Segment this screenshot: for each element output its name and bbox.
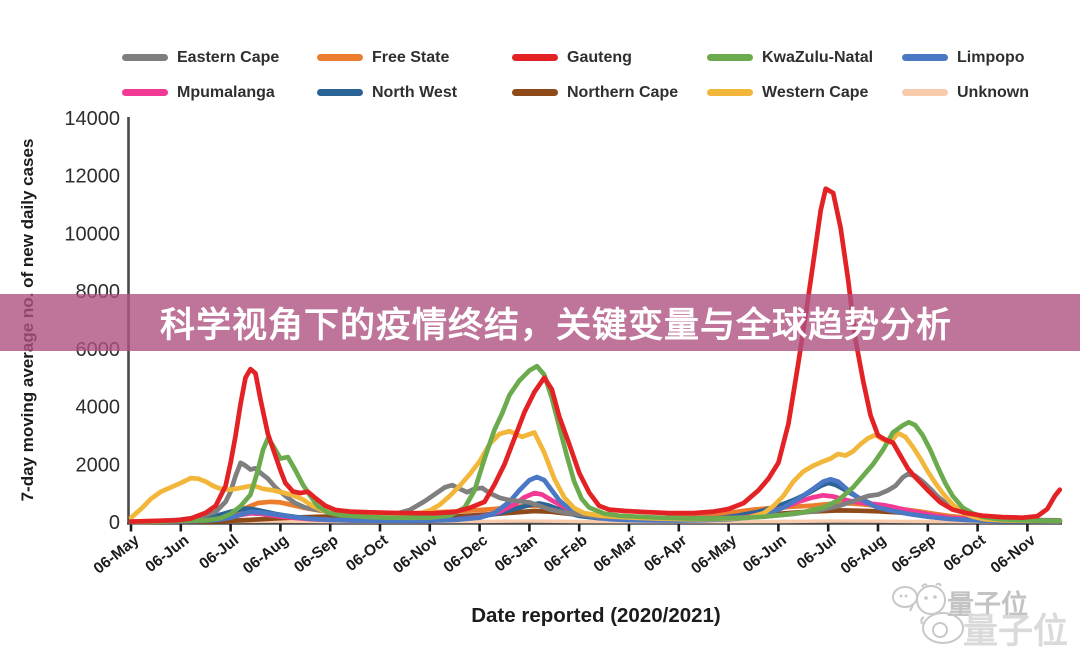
qbitai-mascot-icon xyxy=(892,582,964,644)
legend-label: Eastern Cape xyxy=(177,48,280,66)
legend-label: Unknown xyxy=(957,83,1029,101)
x-tick-label: 06-Aug xyxy=(838,532,890,578)
watermark-text-large: 量子位 xyxy=(963,612,1069,651)
legend-item-kwazulu-natal: KwaZulu-Natal xyxy=(707,49,902,67)
legend-swatch xyxy=(512,89,558,96)
series-line-kwazulu-natal xyxy=(128,363,1063,525)
x-tick-label: 06-Apr xyxy=(641,532,690,576)
qbitai-watermark: 量子位 量子位 xyxy=(889,579,1074,651)
y-tick-label: 4000 xyxy=(76,397,121,419)
legend-swatch xyxy=(707,54,753,61)
x-tick-label: 06-May xyxy=(688,532,740,578)
legend-swatch xyxy=(902,54,948,61)
x-tick-label: 06-Nov xyxy=(988,532,1039,577)
x-tick-label: 06-Sep xyxy=(889,532,940,577)
x-tick-label: 06-Nov xyxy=(390,532,441,577)
legend-item-limpopo: Limpopo xyxy=(902,49,1025,67)
y-tick-label: 10000 xyxy=(64,223,120,245)
legend-swatch xyxy=(122,89,168,96)
legend-swatch xyxy=(512,54,558,61)
x-tick-label: 06-Jul xyxy=(196,532,242,573)
y-tick-label: 12000 xyxy=(64,166,120,188)
legend-label: North West xyxy=(372,83,458,101)
legend-row-2: Mpumalanga North West Northern Cape Western… xyxy=(122,75,1052,110)
x-tick-label: 06-Jun xyxy=(142,532,192,576)
chart-legend: Eastern Cape Free State Gauteng KwaZulu-Nat… xyxy=(122,40,1052,110)
watermark-text-small: 量子位 xyxy=(947,590,1028,620)
legend-label: KwaZulu-Natal xyxy=(762,48,874,66)
legend-swatch xyxy=(317,54,363,61)
x-tick-label: 06-Oct xyxy=(941,532,989,575)
legend-label: Gauteng xyxy=(567,48,632,66)
series-line-western-cape xyxy=(128,428,1063,524)
x-tick-label: 06-Feb xyxy=(541,532,591,576)
legend-item-western-cape: Western Cape xyxy=(707,84,902,102)
legend-label: Northern Cape xyxy=(567,83,679,101)
legend-swatch xyxy=(902,89,948,96)
legend-label: Limpopo xyxy=(957,48,1025,66)
legend-label: Western Cape xyxy=(762,83,869,101)
x-tick-label: 06-May xyxy=(91,532,143,578)
x-tick-label: 06-Jul xyxy=(794,532,840,573)
legend-item-north-west: North West xyxy=(317,84,512,102)
series-line-unknown xyxy=(129,519,1062,524)
x-axis-title: Date reported (2020/2021) xyxy=(471,604,721,627)
legend-item-mpumalanga: Mpumalanga xyxy=(122,84,317,102)
headline-banner: 科学视角下的疫情终结，关键变量与全球趋势分析 xyxy=(0,294,1080,351)
legend-swatch xyxy=(707,89,753,96)
headline-text: 科学视角下的疫情终结，关键变量与全球趋势分析 xyxy=(160,306,953,345)
y-tick-label: 0 xyxy=(109,512,120,534)
x-tick-label: 06-Aug xyxy=(240,532,292,578)
legend-item-gauteng: Gauteng xyxy=(512,49,707,67)
y-tick-label: 2000 xyxy=(76,454,121,476)
x-tick-label: 06-Dec xyxy=(441,532,492,577)
x-tick-label: 06-Jun xyxy=(740,532,790,576)
legend-item-free-state: Free State xyxy=(317,49,512,67)
x-tick-label: 06-Sep xyxy=(291,532,342,577)
legend-item-eastern-cape: Eastern Cape xyxy=(122,49,317,67)
x-tick-label: 06-Oct xyxy=(343,532,391,575)
series-line-gauteng xyxy=(128,186,1063,524)
y-tick-label: 14000 xyxy=(64,108,120,130)
legend-item-northern-cape: Northern Cape xyxy=(512,84,707,102)
legend-swatch xyxy=(317,89,363,96)
legend-label: Mpumalanga xyxy=(177,83,275,101)
x-tick-label: 06-Jan xyxy=(492,532,541,576)
legend-row-1: Eastern Cape Free State Gauteng KwaZulu-Nat… xyxy=(122,40,1052,75)
legend-item-unknown: Unknown xyxy=(902,84,1029,102)
legend-swatch xyxy=(122,54,168,61)
legend-label: Free State xyxy=(372,48,450,66)
x-tick-label: 06-Mar xyxy=(591,532,641,576)
